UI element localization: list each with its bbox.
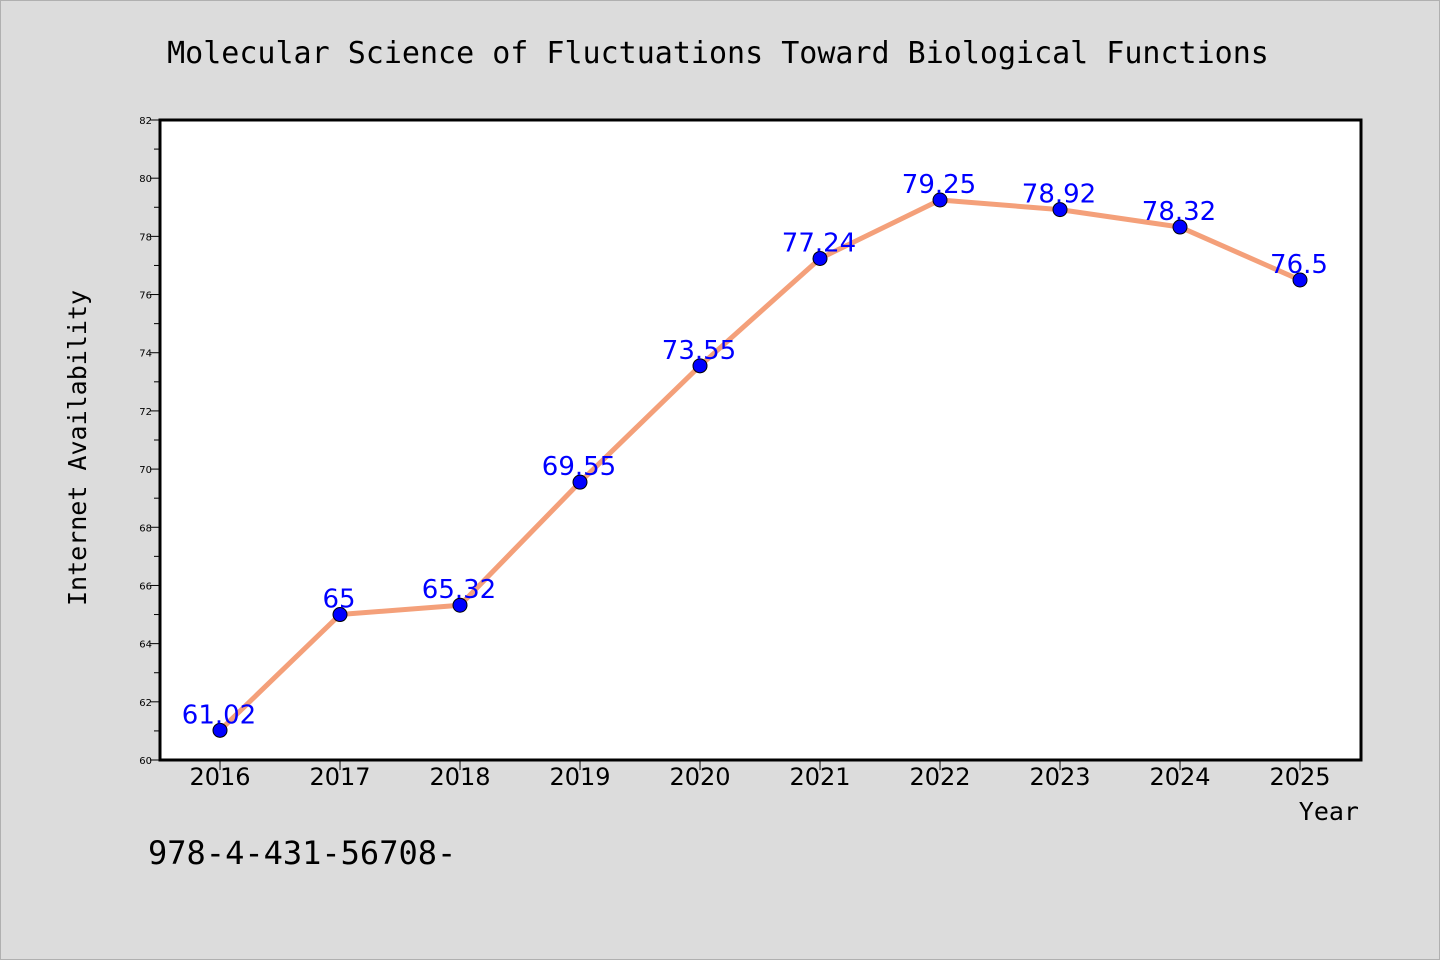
data-point-marker	[692, 358, 708, 374]
y-tick-label: 66	[139, 581, 152, 592]
data-point-marker	[1172, 219, 1188, 235]
data-label: 65	[322, 585, 355, 615]
y-tick-label: 62	[139, 698, 152, 709]
data-label: 79.25	[902, 170, 976, 200]
data-point-marker	[1052, 202, 1068, 218]
data-label: 76.5	[1270, 250, 1328, 280]
x-tick-label: 2023	[1029, 763, 1090, 791]
y-tick-label: 60	[139, 756, 152, 767]
x-tick-label: 2025	[1269, 763, 1330, 791]
y-axis: 60 62 64 66 68 70 72 74 76 78 80 82	[139, 116, 160, 767]
data-point-marker	[932, 192, 948, 208]
y-tick-label: 82	[139, 116, 152, 127]
data-labels: 61.02 65 65.32 69.55 73.55 77.24 79.25 78.92 78.…	[182, 170, 1328, 730]
series-line	[218, 197, 1302, 733]
data-label: 65.32	[422, 575, 496, 605]
x-axis-label: Year	[1299, 797, 1359, 826]
y-tick-label: 64	[139, 640, 152, 651]
data-point-marker	[572, 474, 588, 490]
data-label: 78.92	[1022, 180, 1096, 210]
x-tick-label: 2016	[189, 763, 250, 791]
y-tick-label: 72	[139, 407, 152, 418]
y-tick-label: 80	[139, 174, 152, 185]
x-tick-label: 2017	[309, 763, 370, 791]
x-tick-label: 2018	[429, 763, 490, 791]
x-tick-label: 2024	[1149, 763, 1210, 791]
y-tick-label: 70	[139, 465, 152, 476]
x-tick-label: 2020	[669, 763, 730, 791]
y-tick-label: 74	[139, 349, 152, 360]
data-label: 73.55	[662, 336, 736, 366]
data-point-marker	[332, 607, 348, 623]
footer-isbn-text: 978-4-431-56708-	[148, 834, 456, 872]
chart-title: Molecular Science of Fluctuations Toward…	[167, 36, 1269, 71]
y-tick-label: 68	[139, 523, 152, 534]
y-tick-label: 78	[139, 232, 152, 243]
data-point-marker	[812, 250, 828, 266]
data-label: 61.02	[182, 700, 256, 730]
x-tick-label: 2022	[909, 763, 970, 791]
data-markers	[212, 192, 1308, 738]
y-tick-label: 76	[139, 291, 152, 302]
x-axis: 2016 2017 2018 2019 2020 2021 2022 2023 2024 2025	[189, 760, 1331, 791]
data-label: 78.32	[1142, 197, 1216, 227]
data-label: 69.55	[542, 452, 616, 482]
data-point-marker	[1292, 272, 1308, 288]
data-point-marker	[452, 597, 468, 613]
data-point-marker	[212, 722, 228, 738]
x-tick-label: 2019	[549, 763, 610, 791]
y-axis-label: Internet Availability	[63, 290, 92, 606]
x-tick-label: 2021	[789, 763, 850, 791]
data-label: 77.24	[782, 228, 856, 258]
